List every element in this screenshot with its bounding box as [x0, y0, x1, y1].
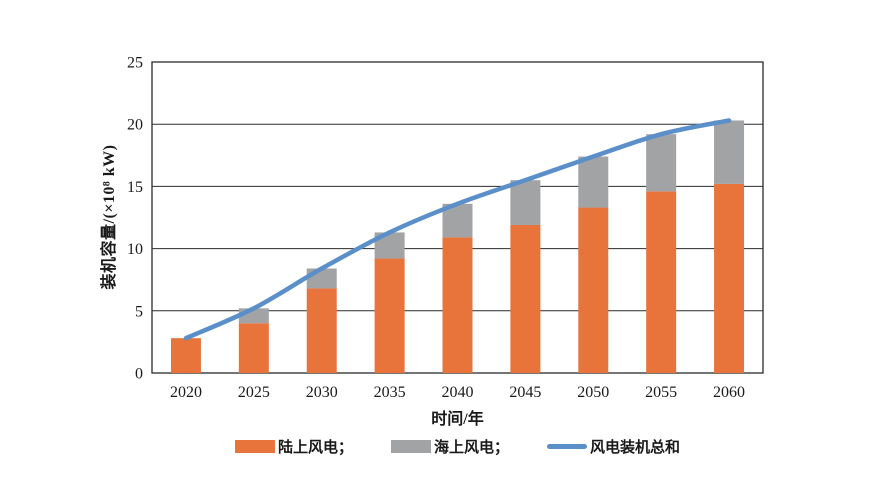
legend: 陆上风电； 海上风电； 风电装机总和 [152, 436, 763, 457]
offshore-bar-swatch-icon [390, 440, 431, 453]
bar-onshore-2035 [374, 258, 405, 373]
x-tick-label-2060: 2060 [713, 384, 745, 401]
y-tick-label-5: 5 [135, 303, 143, 320]
x-tick-label-2045: 2045 [509, 384, 541, 401]
bar-onshore-2050 [578, 207, 609, 373]
bar-onshore-2040 [442, 237, 473, 373]
y-tick-label-0: 0 [135, 366, 143, 383]
bar-offshore-2055 [646, 134, 677, 192]
x-tick-label-2030: 2030 [306, 384, 338, 401]
y-tick-label-20: 20 [127, 117, 143, 134]
bar-offshore-2045 [510, 180, 541, 225]
legend-label-offshore: 海上风电； [433, 440, 509, 456]
legend-item-onshore: 陆上风电； [234, 436, 353, 457]
y-tick-label-10: 10 [127, 241, 143, 258]
bar-onshore-2030 [306, 288, 337, 373]
y-axis-label: 装机容量/(×10⁸ kW) [101, 144, 118, 290]
onshore-bar-swatch-icon [234, 440, 275, 453]
bar-onshore-2055 [646, 191, 677, 373]
bar-offshore-2050 [578, 156, 609, 208]
bar-offshore-2060 [714, 120, 745, 184]
x-tick-label-2055: 2055 [645, 384, 677, 401]
legend-item-offshore: 海上风电； [390, 436, 509, 457]
bar-onshore-2060 [714, 183, 745, 373]
y-tick-label-25: 25 [127, 55, 143, 72]
bar-onshore-2025 [238, 323, 269, 373]
legend-item-total-line: 风电装机总和 [547, 436, 680, 457]
x-tick-label-2035: 2035 [374, 384, 406, 401]
total-capacity-line [183, 118, 732, 341]
x-tick-label-2020: 2020 [170, 384, 202, 401]
bar-offshore-2030 [306, 268, 337, 289]
x-tick-label-2050: 2050 [577, 384, 609, 401]
legend-label-onshore: 陆上风电； [277, 440, 353, 456]
bar-onshore-2020 [170, 338, 201, 373]
legend-label-total: 风电装机总和 [590, 440, 681, 456]
y-tick-label-15: 15 [127, 179, 143, 196]
total-line-swatch-icon [547, 444, 587, 449]
x-tick-label-2040: 2040 [442, 384, 474, 401]
x-tick-label-2025: 2025 [238, 384, 270, 401]
bar-onshore-2045 [510, 224, 541, 373]
x-axis-label: 时间/年 [431, 411, 484, 428]
